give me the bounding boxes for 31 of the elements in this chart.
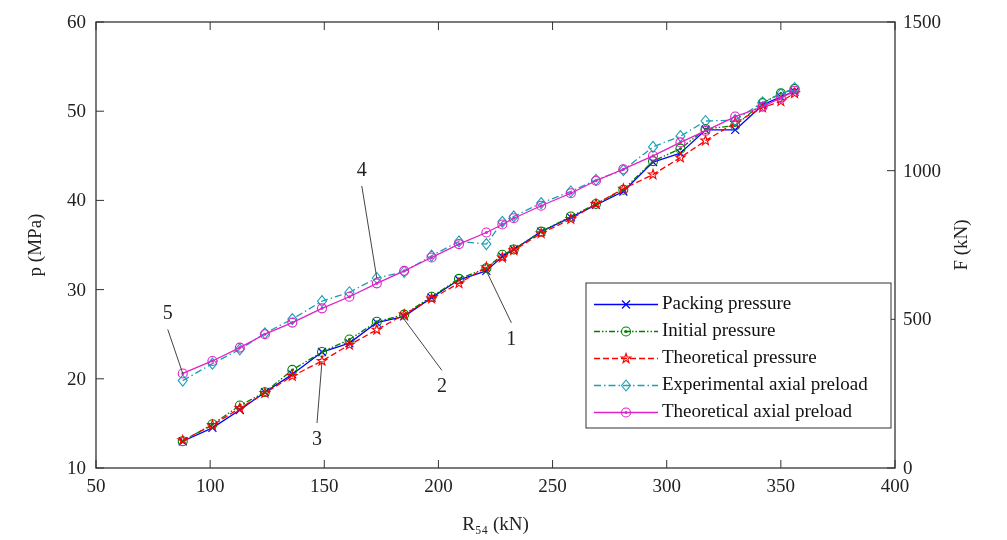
annotation: 3 bbox=[312, 426, 322, 449]
y2-tick-label: 1500 bbox=[903, 11, 941, 32]
x-axis-title: R₅₄ (kN) bbox=[462, 513, 529, 535]
legend-label: Theoretical pressure bbox=[662, 346, 817, 367]
x-tick-label: 50 bbox=[86, 475, 106, 496]
x-tick-label: 400 bbox=[880, 475, 910, 496]
y-tick-label: 50 bbox=[67, 100, 86, 122]
legend-label: Theoretical axial preload bbox=[662, 400, 853, 421]
x-tick-label: 350 bbox=[766, 475, 796, 496]
y2-axis-title: F (kN) bbox=[950, 219, 972, 271]
x-tick-label: 100 bbox=[195, 475, 225, 496]
y2-tick-label: 1000 bbox=[903, 159, 941, 181]
annotation: 1 bbox=[506, 326, 517, 349]
legend-label: Experimental axial preload bbox=[662, 373, 869, 394]
y-tick-label: 20 bbox=[67, 367, 86, 389]
annotation: 5 bbox=[162, 301, 173, 324]
annotation: 2 bbox=[436, 374, 447, 397]
y-axis-title: p (MPa) bbox=[24, 213, 46, 277]
y-tick-label: 30 bbox=[67, 278, 86, 300]
x-tick-label: 250 bbox=[538, 475, 567, 496]
annotation: 4 bbox=[356, 158, 367, 180]
y2-tick-label: 500 bbox=[903, 308, 932, 330]
legend-label: Packing pressure bbox=[662, 292, 792, 313]
y-tick-label: 10 bbox=[67, 457, 86, 478]
x-tick-label: 150 bbox=[310, 475, 339, 496]
y-tick-label: 40 bbox=[67, 189, 86, 211]
x-tick-label: 200 bbox=[424, 475, 453, 496]
y2-tick-label: 0 bbox=[903, 457, 913, 478]
x-tick-label: 300 bbox=[652, 475, 681, 496]
y-tick-label: 60 bbox=[67, 11, 86, 32]
legend-label: Initial pressure bbox=[662, 319, 776, 340]
